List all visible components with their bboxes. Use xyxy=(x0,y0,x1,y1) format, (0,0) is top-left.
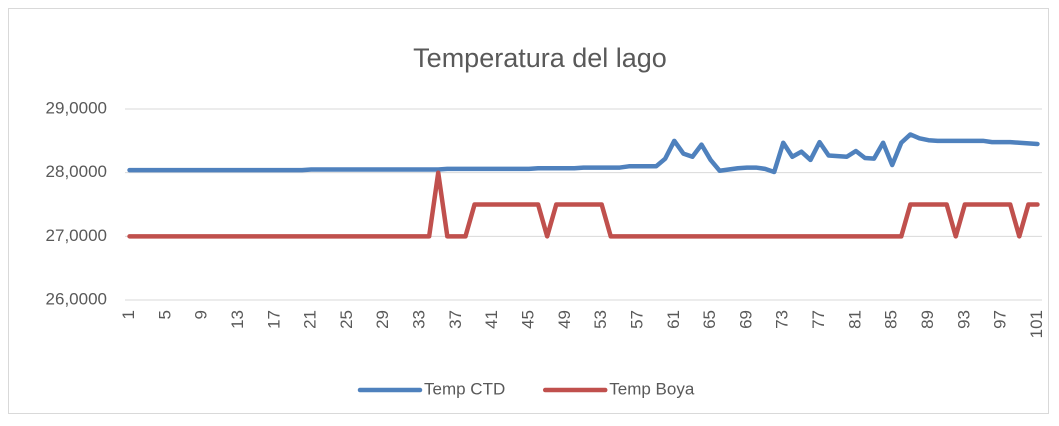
x-tick-label: 69 xyxy=(736,310,755,329)
x-tick-label: 25 xyxy=(337,310,356,329)
y-tick-label: 29,0000 xyxy=(46,98,107,117)
x-tick-label: 81 xyxy=(845,310,864,329)
x-tick-label: 61 xyxy=(664,310,683,329)
y-tick-label: 28,0000 xyxy=(46,162,107,181)
x-tick-label: 13 xyxy=(228,310,247,329)
chart-title: Temperatura del lago xyxy=(413,43,667,73)
x-tick-label: 97 xyxy=(991,310,1010,329)
x-tick-label: 37 xyxy=(446,310,465,329)
x-tick-label: 73 xyxy=(773,310,792,329)
x-tick-label: 65 xyxy=(700,310,719,329)
x-tick-label: 1 xyxy=(119,310,138,319)
series-line xyxy=(127,170,1040,239)
x-tick-label: 77 xyxy=(809,310,828,329)
x-tick-label: 89 xyxy=(918,310,937,329)
x-tick-label: 29 xyxy=(373,310,392,329)
series-line xyxy=(127,132,1040,175)
chart-frame xyxy=(8,8,1049,414)
x-tick-label: 49 xyxy=(555,310,574,329)
x-tick-label: 5 xyxy=(155,310,174,319)
x-tick-label: 101 xyxy=(1027,310,1046,338)
x-tick-label: 45 xyxy=(519,310,538,329)
x-tick-label: 33 xyxy=(410,310,429,329)
x-tick-label: 41 xyxy=(482,310,501,329)
x-tick-label: 21 xyxy=(301,310,320,329)
x-tick-label: 85 xyxy=(882,310,901,329)
y-tick-label: 27,0000 xyxy=(46,226,107,245)
x-tick-label: 17 xyxy=(264,310,283,329)
x-tick-label: 57 xyxy=(627,310,646,329)
x-tick-label: 9 xyxy=(192,310,211,319)
x-tick-label: 53 xyxy=(591,310,610,329)
y-tick-label: 26,0000 xyxy=(46,289,107,308)
legend-label: Temp CTD xyxy=(424,379,505,398)
x-tick-label: 93 xyxy=(954,310,973,329)
legend-label: Temp Boya xyxy=(609,379,695,398)
